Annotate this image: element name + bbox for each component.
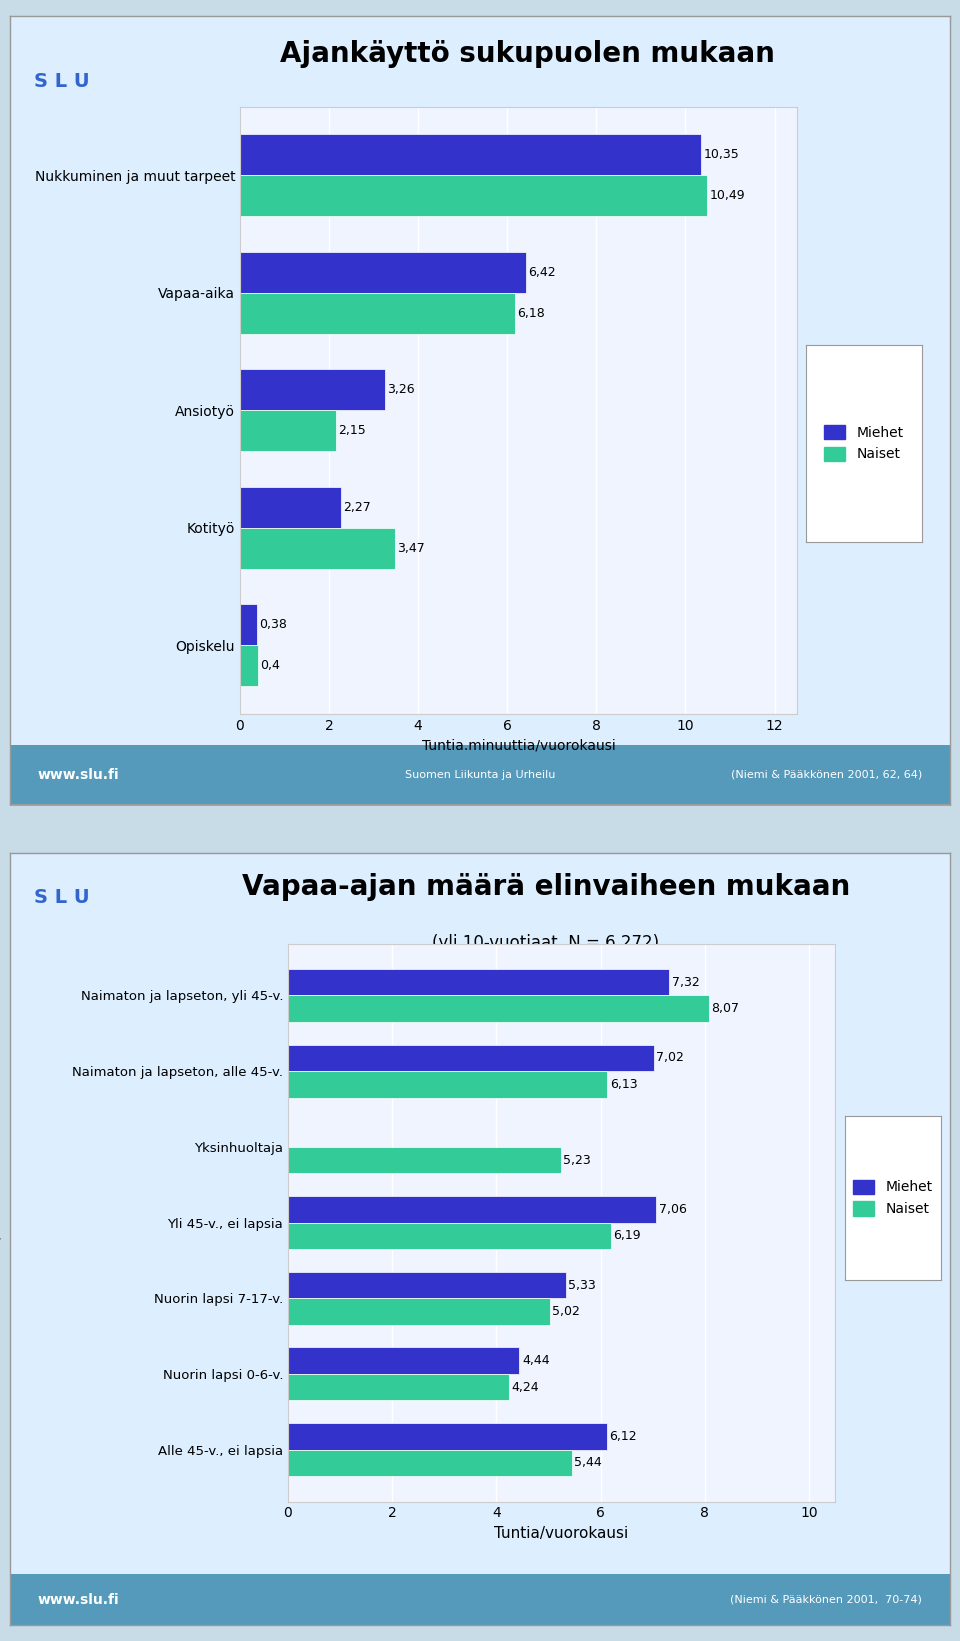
Bar <box>240 292 516 333</box>
Text: Suomen Liikunta ja Urheilu: Suomen Liikunta ja Urheilu <box>405 770 555 779</box>
Text: S L U: S L U <box>34 72 89 90</box>
Text: 10,49: 10,49 <box>709 189 745 202</box>
Bar <box>288 1072 608 1098</box>
FancyBboxPatch shape <box>10 745 950 804</box>
Legend: Miehet, Naiset: Miehet, Naiset <box>848 1173 938 1223</box>
Text: 10,35: 10,35 <box>704 148 739 161</box>
Bar <box>288 1147 561 1173</box>
Bar <box>288 1298 550 1324</box>
Text: 3,26: 3,26 <box>388 384 415 395</box>
Text: Vapaa-ajan määrä elinvaiheen mukaan: Vapaa-ajan määrä elinvaiheen mukaan <box>242 873 850 901</box>
Bar <box>240 645 258 686</box>
Bar <box>240 176 708 217</box>
Text: 7,06: 7,06 <box>659 1203 686 1216</box>
Text: 4,24: 4,24 <box>512 1380 540 1393</box>
Bar <box>288 1449 571 1477</box>
Bar <box>288 1272 565 1298</box>
Text: 7,02: 7,02 <box>657 1052 684 1065</box>
Y-axis label: Avio-/ Avoliitto: Avio-/ Avoliitto <box>0 1172 3 1273</box>
Text: 6,42: 6,42 <box>528 266 556 279</box>
Text: 2,27: 2,27 <box>344 501 372 514</box>
Text: www.slu.fi: www.slu.fi <box>37 1593 119 1607</box>
Text: (Niemi & Pääkkönen 2001,  70-74): (Niemi & Pääkkönen 2001, 70-74) <box>731 1595 923 1605</box>
Text: 6,13: 6,13 <box>610 1078 637 1091</box>
Text: 6,18: 6,18 <box>517 307 545 320</box>
Bar <box>288 1347 519 1374</box>
X-axis label: Tuntia/vuorokausi: Tuntia/vuorokausi <box>494 1526 629 1541</box>
Text: 2,15: 2,15 <box>338 425 366 437</box>
Text: 3,47: 3,47 <box>396 542 424 555</box>
Bar <box>288 1196 656 1223</box>
Text: Ajankäyttö sukupuolen mukaan: Ajankäyttö sukupuolen mukaan <box>279 39 775 67</box>
Text: (yli 10-vuotiaat, N = 6 272): (yli 10-vuotiaat, N = 6 272) <box>432 934 660 952</box>
FancyBboxPatch shape <box>10 1574 950 1625</box>
Bar <box>240 604 257 645</box>
Text: 10-64-vuotiaat (N = 6 272): 10-64-vuotiaat (N = 6 272) <box>415 112 639 130</box>
X-axis label: Tuntia.minuuttia/vuorokausi: Tuntia.minuuttia/vuorokausi <box>421 738 615 752</box>
Bar <box>240 528 395 569</box>
Bar <box>288 1374 509 1400</box>
Text: 6,12: 6,12 <box>610 1429 637 1442</box>
Bar <box>288 1423 607 1449</box>
Legend: Miehet, Naiset: Miehet, Naiset <box>819 418 909 468</box>
Bar <box>240 251 526 292</box>
Text: 7,32: 7,32 <box>672 976 700 988</box>
Text: 0,4: 0,4 <box>260 660 280 673</box>
Text: www.slu.fi: www.slu.fi <box>37 768 119 783</box>
Text: 6,19: 6,19 <box>613 1229 641 1242</box>
Bar <box>288 1045 654 1072</box>
Text: 5,44: 5,44 <box>574 1457 602 1469</box>
Bar <box>240 135 701 176</box>
Bar <box>240 410 336 451</box>
Bar <box>240 487 341 528</box>
Text: 5,02: 5,02 <box>552 1305 580 1318</box>
Bar <box>288 1223 611 1249</box>
Text: 8,07: 8,07 <box>711 1003 739 1016</box>
Text: 0,38: 0,38 <box>259 619 287 632</box>
Text: S L U: S L U <box>34 888 89 907</box>
Bar <box>288 968 669 996</box>
Text: 5,33: 5,33 <box>568 1278 596 1291</box>
Text: (Niemi & Pääkkönen 2001, 62, 64): (Niemi & Pääkkönen 2001, 62, 64) <box>731 770 923 779</box>
Text: 5,23: 5,23 <box>564 1154 591 1167</box>
Bar <box>288 996 708 1022</box>
Bar <box>240 369 385 410</box>
Text: 4,44: 4,44 <box>522 1354 550 1367</box>
